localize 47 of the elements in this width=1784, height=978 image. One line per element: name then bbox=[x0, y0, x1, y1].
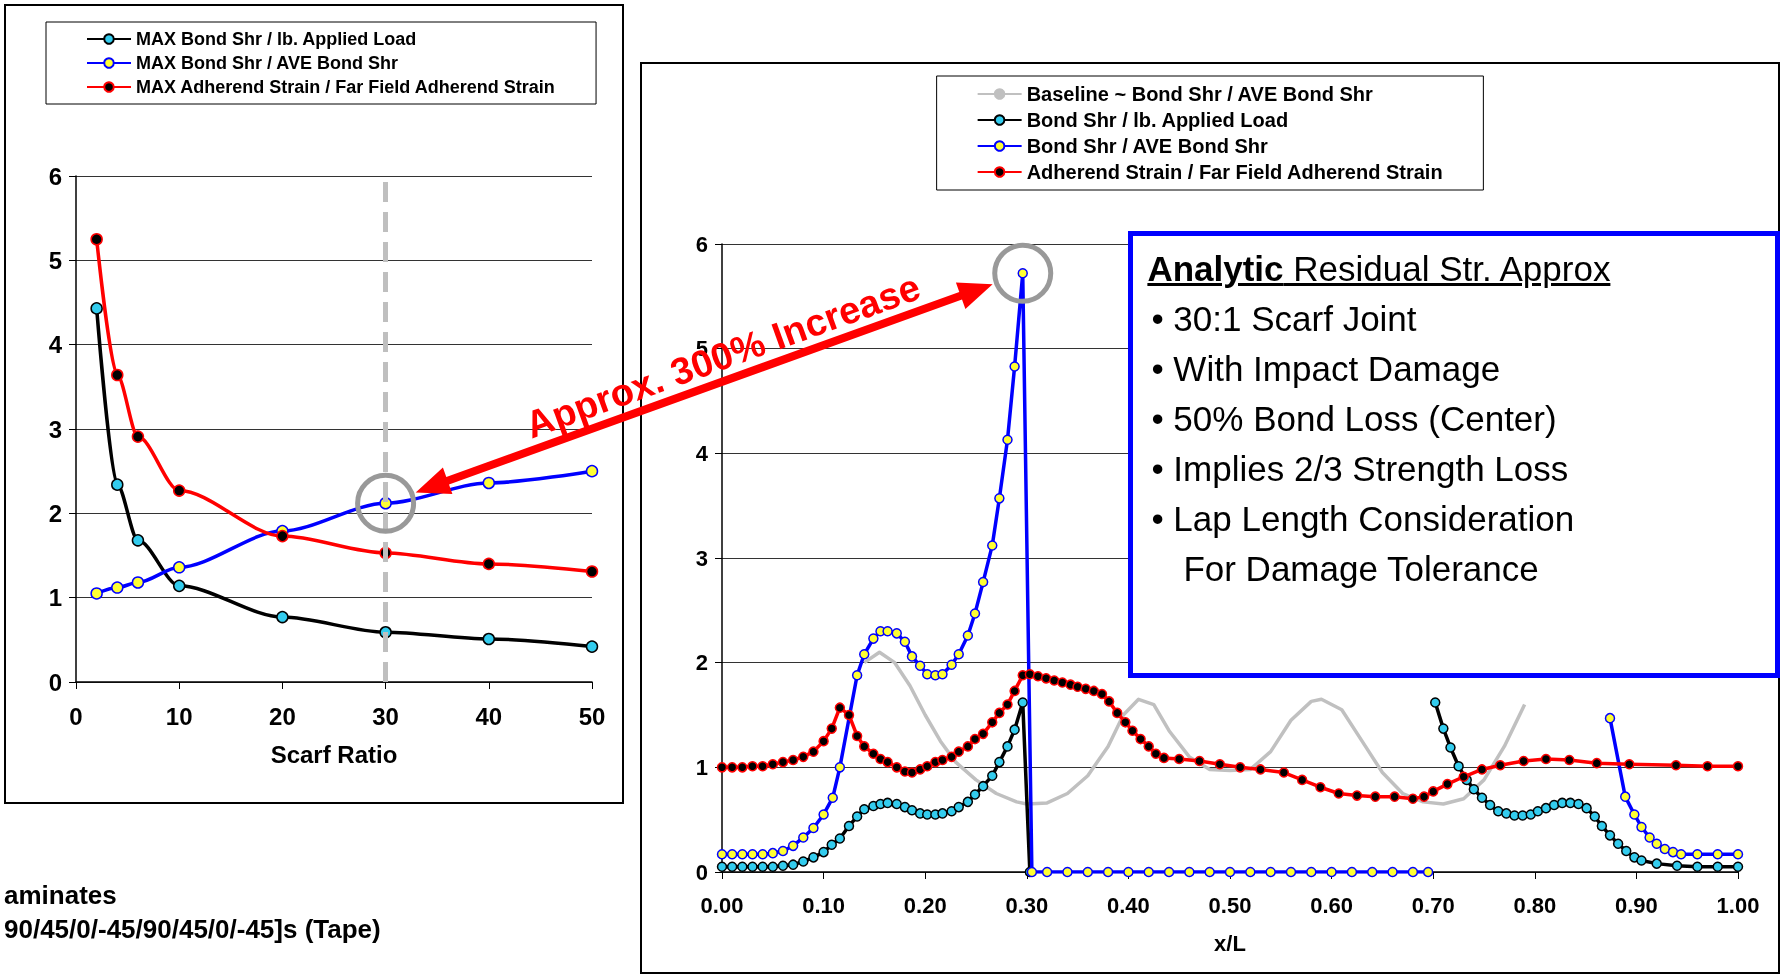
legend-label: Adherend Strain / Far Field Adherend Strain bbox=[1026, 161, 1443, 183]
y-tick-label: 3 bbox=[48, 415, 62, 443]
y-tick-label: 2 bbox=[695, 650, 708, 676]
x-tick-label: 20 bbox=[269, 702, 296, 730]
y-tick-label: 4 bbox=[48, 331, 63, 359]
annotation: • Implies 2/3 Strength Loss bbox=[1151, 448, 1570, 491]
x-tick-label: 0.00 bbox=[700, 892, 744, 918]
y-tick-label: 1 bbox=[695, 754, 708, 780]
y-tick-label: 5 bbox=[48, 246, 62, 274]
legend-label: Bond Shr / AVE Bond Shr bbox=[1026, 135, 1268, 157]
x-tick-label: 0.10 bbox=[802, 892, 846, 918]
y-tick-label: 6 bbox=[695, 231, 708, 257]
legend-label: Baseline ~ Bond Shr / AVE Bond Shr bbox=[1026, 83, 1374, 105]
legend-label: MAX Bond Shr / AVE Bond Shr bbox=[136, 53, 398, 73]
x-tick-label: 50 bbox=[578, 702, 606, 730]
x-tick-label: 30 bbox=[372, 702, 399, 730]
x-tick-label: 40 bbox=[475, 702, 503, 730]
x-tick-label: 0.70 bbox=[1411, 892, 1455, 918]
y-tick-label: 2 bbox=[48, 499, 62, 527]
annotation: • 30:1 Scarf Joint bbox=[1151, 298, 1418, 341]
x-tick-label: 0.90 bbox=[1614, 892, 1658, 918]
y-tick-label: 1 bbox=[48, 584, 62, 612]
text: aminates bbox=[4, 880, 117, 911]
annotation: • Lap Length Consideration For Damage Tolerance bbox=[1151, 498, 1576, 591]
annotation: Analytic Residual Str. Approx bbox=[1147, 248, 1612, 291]
x-tick-label: 0 bbox=[69, 702, 83, 730]
x-tick-label: 1.00 bbox=[1716, 892, 1760, 918]
x-axis-title: Scarf Ratio bbox=[270, 740, 398, 768]
x-tick-label: 0.50 bbox=[1208, 892, 1252, 918]
annotation: • 50% Bond Loss (Center) bbox=[1151, 398, 1558, 441]
x-axis-title: x/L bbox=[1214, 930, 1246, 956]
y-tick-label: 6 bbox=[48, 162, 62, 190]
y-tick-label: 0 bbox=[695, 859, 708, 885]
x-tick-label: 0.60 bbox=[1310, 892, 1354, 918]
x-tick-label: 10 bbox=[165, 702, 193, 730]
y-tick-label: 4 bbox=[695, 440, 709, 466]
legend-label: Bond Shr / lb. Applied Load bbox=[1026, 109, 1289, 131]
x-tick-label: 0.30 bbox=[1005, 892, 1049, 918]
y-tick-label: 3 bbox=[695, 545, 708, 571]
legend-label: MAX Adherend Strain / Far Field Adherend Strain bbox=[136, 77, 555, 97]
annotation: • With Impact Damage bbox=[1151, 348, 1502, 391]
text: 90/45/0/-45/90/45/0/-45]s (Tape) bbox=[4, 914, 381, 945]
x-tick-label: 0.40 bbox=[1106, 892, 1150, 918]
x-tick-label: 0.80 bbox=[1513, 892, 1557, 918]
y-tick-label: 0 bbox=[48, 668, 62, 696]
legend-label: MAX Bond Shr / lb. Applied Load bbox=[136, 29, 417, 49]
x-tick-label: 0.20 bbox=[903, 892, 947, 918]
